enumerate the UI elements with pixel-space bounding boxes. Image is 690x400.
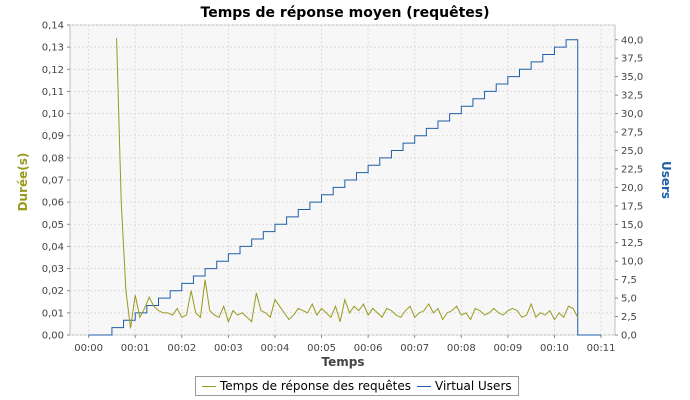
x-tick-label: 00:06	[354, 343, 383, 354]
series-line-virtual-users	[88, 39, 602, 336]
y-right-tick-label: 30,0	[621, 109, 643, 120]
y-left-tick-label: 0,11	[42, 87, 64, 98]
y-right-tick-label: 0,0	[621, 331, 637, 342]
y-left-axis-label: Durée(s)	[16, 153, 30, 212]
y-left-tick-label: 0,07	[42, 176, 64, 187]
x-tick-label: 00:08	[447, 343, 476, 354]
y-right-tick-label: 15,0	[621, 220, 643, 231]
legend-item-virtual-users: Virtual Users	[417, 379, 512, 393]
y-left-tick-label: 0,06	[42, 198, 64, 209]
y-right-tick-label: 2,5	[621, 312, 637, 323]
y-right-tick-label: 27,5	[621, 128, 643, 139]
x-tick-label: 00:01	[121, 343, 150, 354]
y-left-tick-label: 0,12	[42, 65, 64, 76]
y-right-tick-label: 25,0	[621, 146, 643, 157]
y-right-tick-label: 22,5	[621, 164, 643, 175]
y-right-tick-label: 10,0	[621, 257, 643, 268]
right-axis-ticks: 0,0 2,5 5,0 7,5 10,0 12,5 15,0 17,5 20,0 22,5 25,0…	[615, 35, 643, 342]
x-tick-label: 00:02	[167, 343, 196, 354]
x-tick-label: 00:00	[74, 343, 103, 354]
left-axis-ticks: 0,00 0,01 0,02 0,03 0,04 0,05 0,06 0,07 0,08 0,09…	[42, 21, 70, 342]
x-tick-label: 00:10	[540, 343, 569, 354]
y-right-tick-label: 32,5	[621, 91, 643, 102]
y-right-tick-label: 5,0	[621, 294, 637, 305]
y-left-tick-label: 0,10	[42, 109, 64, 120]
y-left-tick-label: 0,02	[42, 286, 64, 297]
x-tick-label: 00:05	[307, 343, 336, 354]
y-right-tick-label: 37,5	[621, 54, 643, 65]
legend-item-response-time: Temps de réponse des requêtes	[202, 379, 411, 393]
x-tick-label: 00:07	[400, 343, 429, 354]
legend-label-virtual-users: Virtual Users	[435, 379, 512, 393]
x-tick-label: 00:11	[587, 343, 616, 354]
x-axis-ticks: 00:00 00:01 00:02 00:03 00:04 00:05 00:06 00:07…	[74, 335, 615, 354]
legend-label-response-time: Temps de réponse des requêtes	[220, 379, 411, 393]
y-right-tick-label: 40,0	[621, 35, 643, 46]
x-tick-label: 00:04	[261, 343, 290, 354]
x-tick-label: 00:03	[214, 343, 243, 354]
y-right-tick-label: 35,0	[621, 72, 643, 83]
y-right-tick-label: 17,5	[621, 201, 643, 212]
y-left-tick-label: 0,03	[42, 264, 64, 275]
x-tick-label: 00:09	[493, 343, 522, 354]
y-left-tick-label: 0,00	[42, 331, 64, 342]
chart-title: Temps de réponse moyen (requêtes)	[201, 5, 490, 21]
y-left-tick-label: 0,05	[42, 220, 64, 231]
y-right-tick-label: 7,5	[621, 275, 637, 286]
grid-lines	[70, 24, 615, 336]
series-line-response-time	[116, 38, 579, 329]
y-left-tick-label: 0,08	[42, 153, 64, 164]
y-left-tick-label: 0,09	[42, 131, 64, 142]
y-right-tick-label: 12,5	[621, 238, 643, 249]
y-left-tick-label: 0,14	[42, 21, 64, 32]
legend: Temps de réponse des requêtes Virtual Us…	[195, 376, 519, 396]
y-right-tick-label: 20,0	[621, 183, 643, 194]
legend-swatch-virtual-users	[417, 385, 431, 387]
x-axis-label: Temps	[322, 355, 365, 369]
y-left-tick-label: 0,01	[42, 308, 64, 319]
y-left-tick-label: 0,13	[42, 43, 64, 54]
series-layer	[88, 38, 602, 336]
y-right-axis-label: Users	[659, 161, 673, 199]
y-left-tick-label: 0,04	[42, 242, 64, 253]
legend-swatch-response-time	[202, 385, 216, 387]
